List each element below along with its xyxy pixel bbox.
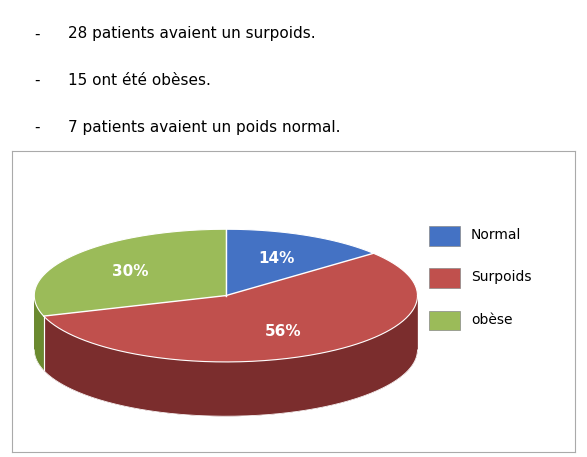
Polygon shape bbox=[34, 296, 43, 370]
Polygon shape bbox=[34, 296, 417, 416]
Text: -: - bbox=[34, 73, 40, 88]
Text: -: - bbox=[34, 27, 40, 41]
Text: Surpoids: Surpoids bbox=[471, 271, 531, 285]
Text: 30%: 30% bbox=[112, 264, 148, 279]
Polygon shape bbox=[226, 229, 373, 296]
Text: 15 ont été obèses.: 15 ont été obèses. bbox=[68, 73, 211, 88]
Text: -: - bbox=[34, 120, 40, 134]
Text: Normal: Normal bbox=[471, 228, 521, 242]
Text: 7 patients avaient un poids normal.: 7 patients avaient un poids normal. bbox=[68, 120, 340, 134]
Text: 14%: 14% bbox=[258, 251, 295, 266]
Polygon shape bbox=[34, 229, 226, 316]
Text: 56%: 56% bbox=[265, 324, 301, 339]
FancyBboxPatch shape bbox=[429, 268, 460, 288]
Text: 28 patients avaient un surpoids.: 28 patients avaient un surpoids. bbox=[68, 27, 316, 41]
FancyBboxPatch shape bbox=[429, 311, 460, 330]
Polygon shape bbox=[43, 297, 417, 416]
Text: obèse: obèse bbox=[471, 313, 512, 327]
Polygon shape bbox=[43, 253, 417, 362]
FancyBboxPatch shape bbox=[429, 226, 460, 246]
Polygon shape bbox=[43, 297, 417, 416]
Polygon shape bbox=[34, 296, 43, 370]
